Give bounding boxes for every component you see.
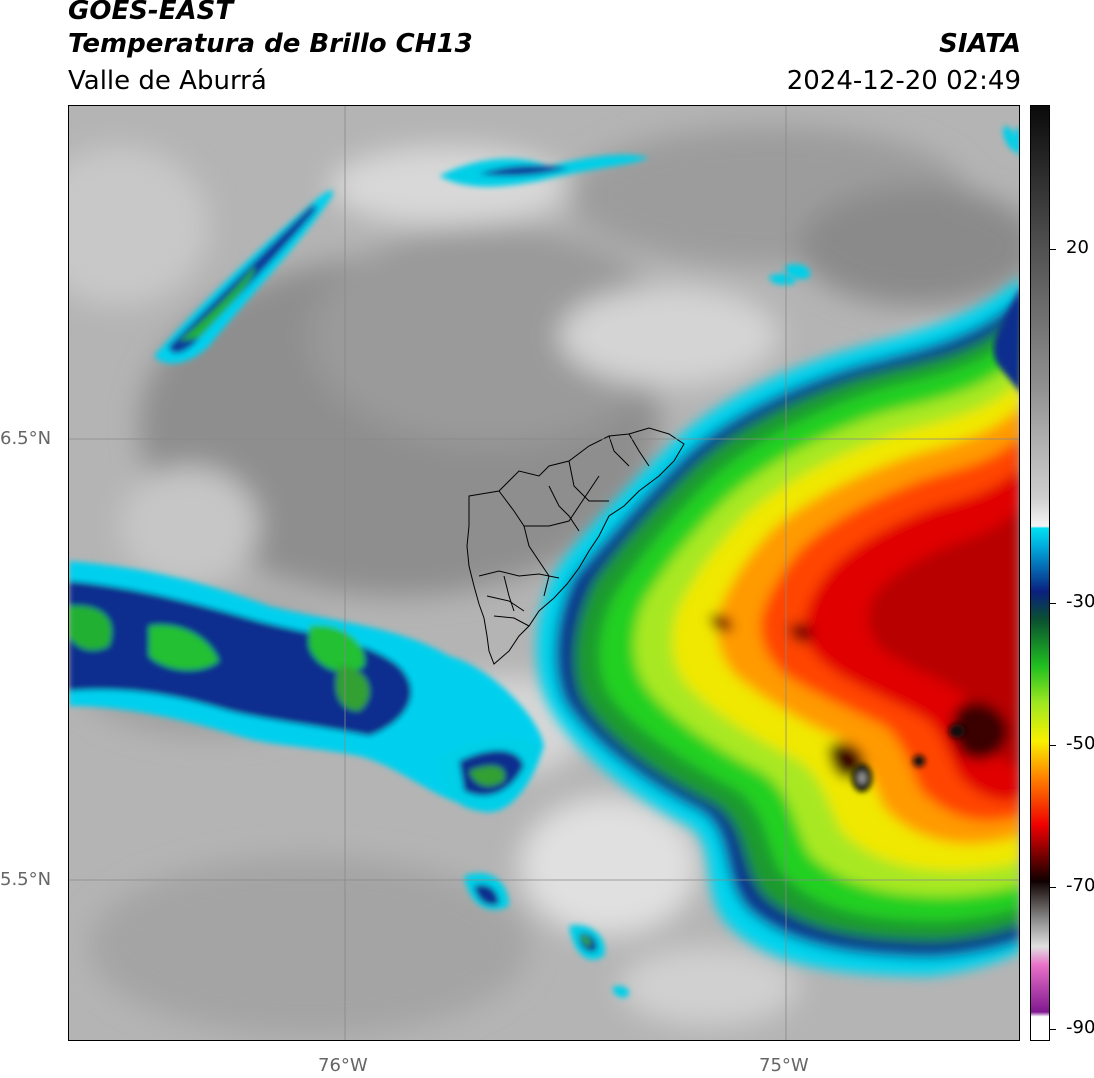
colorbar bbox=[1030, 105, 1050, 1041]
region-title: Valle de Aburrá bbox=[68, 66, 267, 96]
colorbar-tick-mark bbox=[1050, 603, 1056, 604]
colorbar-tick-mark bbox=[1050, 249, 1056, 250]
brightness-temperature-field bbox=[69, 106, 1019, 1040]
colorbar-tick-mark bbox=[1050, 745, 1056, 746]
colorbar-tick-mark bbox=[1050, 887, 1056, 888]
colorbar-tick-minus50: -50 bbox=[1066, 733, 1094, 754]
colorbar-tick-minus90: -90 bbox=[1066, 1017, 1094, 1038]
lon-label-76w: 76°W bbox=[318, 1055, 368, 1076]
colorbar-tick-mark bbox=[1050, 1029, 1056, 1030]
colorbar-tick-20: 20 bbox=[1066, 237, 1089, 258]
graticule bbox=[69, 106, 1019, 1040]
colorbar-tick-minus30: -30 bbox=[1066, 591, 1094, 612]
timestamp: 2024-12-20 02:49 bbox=[786, 66, 1021, 96]
colorbar-tick-minus70: -70 bbox=[1066, 875, 1094, 896]
satellite-map[interactable] bbox=[68, 105, 1020, 1041]
product-title: Temperatura de Brillo CH13 bbox=[68, 29, 473, 59]
lat-label-5-5: 5.5°N bbox=[0, 869, 52, 890]
satellite-title: GOES-EAST bbox=[68, 0, 234, 26]
lat-label-6-5: 6.5°N bbox=[0, 428, 52, 449]
lon-label-75w: 75°W bbox=[759, 1055, 809, 1076]
municipality-boundaries bbox=[466, 427, 685, 665]
organization-label: SIATA bbox=[939, 29, 1021, 59]
